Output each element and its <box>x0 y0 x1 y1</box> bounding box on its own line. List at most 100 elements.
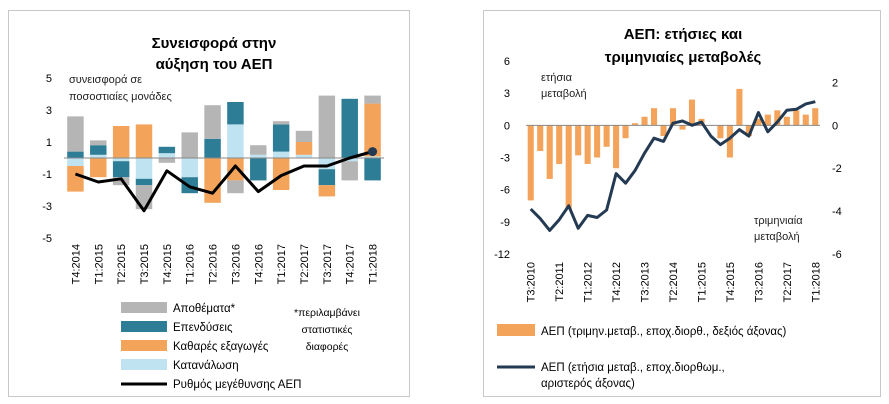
x-tick-label: T1:2018 <box>368 244 380 284</box>
legend-label: Αποθέματα* <box>173 303 236 315</box>
bar <box>135 185 153 210</box>
last-point-marker <box>368 147 378 157</box>
bar <box>341 98 358 158</box>
x-tick-label: T2:2015 <box>116 244 128 284</box>
chart-title: αύξηση του ΑΕΠ <box>156 56 273 73</box>
bar <box>204 105 221 139</box>
bar <box>641 116 648 126</box>
bar <box>112 161 130 178</box>
right-y-tick-label: -2 <box>832 163 842 175</box>
right-y-tick-label: 2 <box>832 77 838 89</box>
y-tick-label: -5 <box>42 233 52 245</box>
gdp-change-chart-panel: ΑΕΠ: ετήσιες και τριμηνιαίες μεταβολές 6 3 0… <box>483 10 881 397</box>
bar <box>204 138 221 158</box>
x-tick-label: T3:2010 <box>526 262 538 302</box>
bar <box>726 125 733 158</box>
footnote: στατιστικές <box>302 324 353 336</box>
bar <box>135 178 153 186</box>
units-annotation: συνεισφορά σε <box>69 74 142 86</box>
bar <box>318 158 336 170</box>
bar <box>272 151 290 158</box>
left-y-tick-label: -3 <box>500 153 510 165</box>
x-tick-label: T3:2016 <box>230 244 242 284</box>
bar <box>318 169 336 186</box>
bar <box>594 125 601 158</box>
bar <box>575 125 582 156</box>
bar <box>135 124 153 158</box>
bar <box>527 125 534 201</box>
bar <box>341 158 358 162</box>
legend-swatch <box>121 359 167 370</box>
contribution-chart: Συνεισφορά στην αύξηση του ΑΕΠ 5 3 1 -1 -3 -5 συ… <box>42 35 384 391</box>
bar <box>90 140 107 146</box>
bar <box>67 151 84 158</box>
contribution-chart-panel: Συνεισφορά στην αύξηση του ΑΕΠ 5 3 1 -1 -3 -5 συ… <box>8 10 410 397</box>
right-y-tick-label: 0 <box>832 120 838 132</box>
gdp-change-chart: ΑΕΠ: ετήσιες και τριμηνιαίες μεταβολές 6 3 0… <box>494 26 842 390</box>
bar <box>67 116 84 152</box>
legend-swatch <box>497 324 535 336</box>
x-tick-label: T4:2012 <box>611 262 623 302</box>
x-tick-label: T3:2013 <box>640 262 652 302</box>
bar <box>227 180 244 194</box>
bar <box>135 158 153 179</box>
bar <box>341 161 358 181</box>
bar <box>364 95 381 104</box>
annual-change-line <box>529 100 816 232</box>
x-tick-label: T4:2014 <box>70 244 82 284</box>
left-y-tick-label: 0 <box>504 120 510 132</box>
y-tick-label: 1 <box>46 137 52 149</box>
bar <box>793 110 800 126</box>
footnote: *περιλαμβάνει <box>294 307 361 319</box>
bar <box>181 158 198 178</box>
left-y-tick-label: -9 <box>500 217 510 229</box>
bar <box>783 116 790 126</box>
bar <box>318 95 336 158</box>
bar <box>295 154 313 158</box>
bar <box>632 123 639 126</box>
x-tick-label: T2:2014 <box>668 262 680 302</box>
bar <box>112 126 130 158</box>
legend-label: Κατανάλωση <box>173 360 239 372</box>
bar <box>717 125 724 139</box>
x-tick-label: T3:2016 <box>753 262 765 302</box>
bar <box>67 158 84 166</box>
bar <box>755 118 762 126</box>
left-y-tick-label: -12 <box>494 249 510 261</box>
bar <box>584 125 591 164</box>
bar <box>603 125 610 147</box>
legend-label: ΑΕΠ (τριμην.μεταβ., εποχ.διορθ., δεξιός … <box>541 326 787 338</box>
right-y-tick-label: -6 <box>832 249 842 261</box>
legend-label: ΑΕΠ (ετήσια μεταβ., εποχ.διορθωμ., <box>541 362 725 374</box>
x-tick-label: T4:2016 <box>253 244 265 284</box>
bar <box>227 158 244 181</box>
legend-swatch <box>121 321 167 332</box>
bar <box>204 158 221 203</box>
bar <box>364 103 381 157</box>
bar <box>745 125 752 137</box>
bar <box>90 145 107 155</box>
right-y-tick-label: -4 <box>832 206 842 218</box>
bar <box>812 108 819 126</box>
bar <box>669 108 677 126</box>
legend-label: Επενδύσεις <box>173 322 233 334</box>
bar <box>802 114 809 126</box>
x-tick-label: T2:2016 <box>208 244 220 284</box>
footnote: διαφορές <box>306 341 349 353</box>
bar <box>90 154 107 158</box>
bar <box>537 125 544 152</box>
right-axis-annotation: τριμηνιαία <box>754 215 803 227</box>
bar <box>660 125 667 137</box>
left-axis-annotation: μεταβολή <box>541 88 587 100</box>
bar <box>650 108 658 126</box>
bar <box>556 125 563 164</box>
x-tick-label: T4:2015 <box>162 244 174 284</box>
bar <box>736 88 743 126</box>
bar <box>318 185 336 197</box>
x-tick-label: T3:2017 <box>322 244 334 284</box>
bar <box>250 145 267 155</box>
bar <box>622 125 629 139</box>
legend-swatch <box>121 302 167 313</box>
gdp-growth-line <box>74 150 374 213</box>
bar <box>688 99 696 126</box>
